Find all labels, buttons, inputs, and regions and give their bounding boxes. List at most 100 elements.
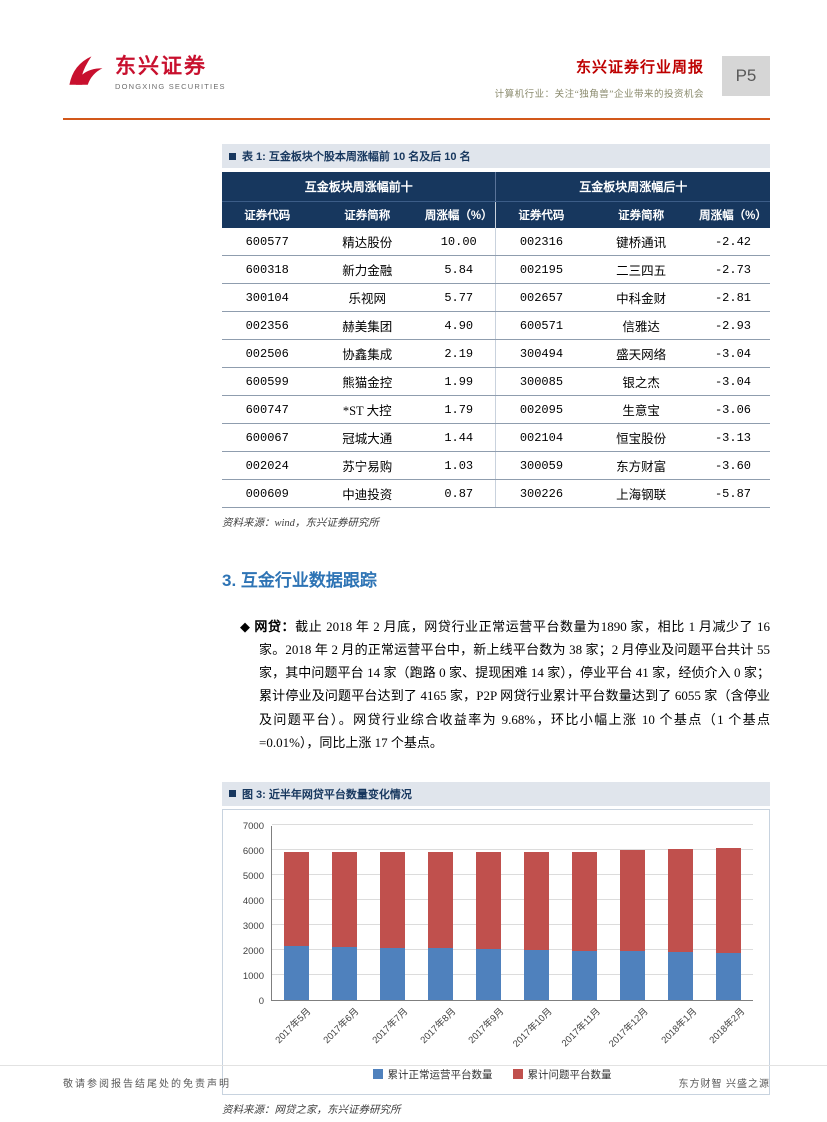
x-axis-label: 2017年10月 bbox=[510, 1005, 555, 1050]
gridline bbox=[272, 948, 753, 950]
footer-disclaimer: 敬请参阅报告结尾处的免责声明 bbox=[63, 1079, 231, 1090]
table-cell: -2.73 bbox=[695, 255, 770, 284]
table-cell: 002316 bbox=[495, 228, 587, 256]
caption-marker-icon bbox=[229, 790, 236, 798]
stacked-bar bbox=[379, 852, 405, 1000]
table-row: 600747 *ST 大控 1.79 002095 生意宝 -3.06 bbox=[222, 395, 770, 424]
table-cell: 1.99 bbox=[422, 367, 496, 396]
table-cell: 精达股份 bbox=[312, 228, 422, 256]
table-cell: 东方财富 bbox=[586, 451, 696, 480]
table-cell: 300085 bbox=[495, 367, 587, 396]
y-axis-label: 3000 bbox=[242, 920, 264, 932]
table-cell: 002506 bbox=[222, 339, 313, 368]
bar-segment-normal bbox=[572, 950, 598, 1000]
header-divider bbox=[63, 118, 770, 120]
bar-segment-problem bbox=[283, 852, 309, 947]
table-cell: 300059 bbox=[495, 451, 587, 480]
paragraph-label: 网贷： bbox=[254, 619, 296, 634]
table-cell: 002657 bbox=[495, 283, 587, 312]
group-header-losers: 互金板块周涨幅后十 bbox=[495, 172, 770, 202]
x-axis-label: 2017年7月 bbox=[369, 1005, 410, 1046]
table-cell: 300494 bbox=[495, 339, 587, 368]
bar-segment-problem bbox=[379, 852, 405, 948]
y-axis-label: 7000 bbox=[242, 820, 264, 832]
x-axis-tick: 2017年6月 bbox=[322, 1001, 362, 1063]
chart-source: 资料来源：网贷之家，东兴证券研究所 bbox=[222, 1104, 401, 1116]
brand-name-cn: 东兴证券 bbox=[115, 55, 207, 78]
legend-item-normal: 累计正常运营平台数量 bbox=[372, 1067, 493, 1082]
paragraph-text: 截止 2018 年 2 月底，网贷行业正常运营平台数量为1890 家，相比 1 … bbox=[259, 619, 771, 750]
table-cell: 002104 bbox=[495, 423, 587, 452]
table-cell: 1.44 bbox=[422, 423, 496, 452]
stacked-bar bbox=[427, 852, 453, 1000]
table-source: 资料来源：wind，东兴证券研究所 bbox=[222, 518, 379, 529]
table-cell: 新力金融 bbox=[312, 255, 422, 284]
table-cell: 苏宁易购 bbox=[312, 451, 422, 480]
x-axis-label: 2018年2月 bbox=[707, 1005, 748, 1046]
legend-swatch bbox=[512, 1069, 523, 1080]
table-row: 600577 精达股份 10.00 002316 键桥通讯 -2.42 bbox=[222, 228, 770, 256]
gridline bbox=[272, 823, 753, 825]
bar-segment-problem bbox=[331, 852, 357, 947]
y-axis-label: 0 bbox=[258, 995, 264, 1007]
page-number: P5 bbox=[735, 66, 757, 85]
legend-swatch bbox=[372, 1069, 383, 1080]
bar-segment-normal bbox=[716, 952, 742, 1000]
table-cell: 0.87 bbox=[422, 479, 496, 508]
table-row: 600318 新力金融 5.84 002195 二三四五 -2.73 bbox=[222, 255, 770, 284]
table-cell: 300104 bbox=[222, 283, 313, 312]
brand-text: 东兴证券 DONGXING SECURITIES bbox=[115, 50, 226, 91]
table-cell: 中迪投资 bbox=[312, 479, 422, 508]
table-cell: 赫美集团 bbox=[312, 311, 422, 340]
col-header-code-left: 证券代码 bbox=[222, 201, 313, 228]
section-heading: 3. 互金行业数据跟踪 bbox=[222, 571, 377, 590]
bar-segment-normal bbox=[427, 948, 453, 1000]
bar-segment-normal bbox=[620, 951, 646, 1000]
gridline bbox=[272, 873, 753, 875]
table-cell: 冠城大通 bbox=[312, 423, 422, 452]
bar-segment-problem bbox=[716, 848, 742, 953]
footer-slogan: 东方财智 兴盛之源 bbox=[678, 1079, 770, 1090]
table-cell: -3.60 bbox=[695, 451, 770, 480]
chart-caption: 图 3: 近半年网贷平台数量变化情况 bbox=[222, 781, 770, 806]
chart-caption-text: 图 3: 近半年网贷平台数量变化情况 bbox=[242, 788, 412, 801]
body-paragraph: ◆ 网贷：截止 2018 年 2 月底，网贷行业正常运营平台数量为1890 家，… bbox=[222, 615, 770, 754]
stacked-bar bbox=[716, 848, 742, 1000]
x-axis-tick: 2017年8月 bbox=[418, 1001, 458, 1063]
header-titles: 东兴证券行业周报 计算机行业：关注“独角兽”企业带来的投资机会 bbox=[495, 56, 722, 100]
x-axis-tick: 2018年2月 bbox=[707, 1001, 747, 1063]
col-header-code-right: 证券代码 bbox=[495, 201, 587, 228]
stacked-bar bbox=[668, 849, 694, 1000]
table-cell: 5.84 bbox=[422, 255, 496, 284]
table-cell: -2.81 bbox=[695, 283, 770, 312]
bar-segment-normal bbox=[379, 947, 405, 1000]
bar-segment-problem bbox=[427, 852, 453, 949]
table-cell: -3.04 bbox=[695, 339, 770, 368]
table-body: 600577 精达股份 10.00 002316 键桥通讯 -2.42 600318 新力金融… bbox=[222, 228, 770, 508]
table-cell: 600318 bbox=[222, 255, 313, 284]
table-cell: 600747 bbox=[222, 395, 313, 424]
chart-plot bbox=[271, 823, 753, 1001]
page-header: 东兴证券 DONGXING SECURITIES 东兴证券行业周报 计算机行业：… bbox=[63, 50, 770, 100]
table-cell: 002195 bbox=[495, 255, 587, 284]
table-cell: 4.90 bbox=[422, 311, 496, 340]
page-number-badge: P5 bbox=[722, 56, 770, 96]
table-row: 600599 熊猫金控 1.99 300085 银之杰 -3.04 bbox=[222, 367, 770, 396]
bar-segment-normal bbox=[668, 952, 694, 1000]
table-row: 300104 乐视网 5.77 002657 中科金财 -2.81 bbox=[222, 283, 770, 312]
y-axis-label: 2000 bbox=[242, 945, 264, 957]
bar-segment-normal bbox=[283, 946, 309, 1000]
table-cell: *ST 大控 bbox=[312, 395, 422, 424]
brand-logo-icon bbox=[63, 52, 107, 90]
x-axis-tick: 2017年11月 bbox=[559, 1001, 602, 1063]
col-header-name-right: 证券简称 bbox=[586, 201, 696, 228]
table-cell: 5.77 bbox=[422, 283, 496, 312]
chart-legend: 累计正常运营平台数量 累计问题平台数量 bbox=[231, 1063, 753, 1088]
stacked-bar bbox=[475, 852, 501, 1000]
y-axis-label: 6000 bbox=[242, 845, 264, 857]
gridline bbox=[272, 923, 753, 925]
stacked-bar bbox=[524, 852, 550, 1000]
bar-segment-problem bbox=[524, 852, 550, 951]
x-axis-tick: 2017年12月 bbox=[607, 1001, 651, 1063]
table-cell: 1.03 bbox=[422, 451, 496, 480]
